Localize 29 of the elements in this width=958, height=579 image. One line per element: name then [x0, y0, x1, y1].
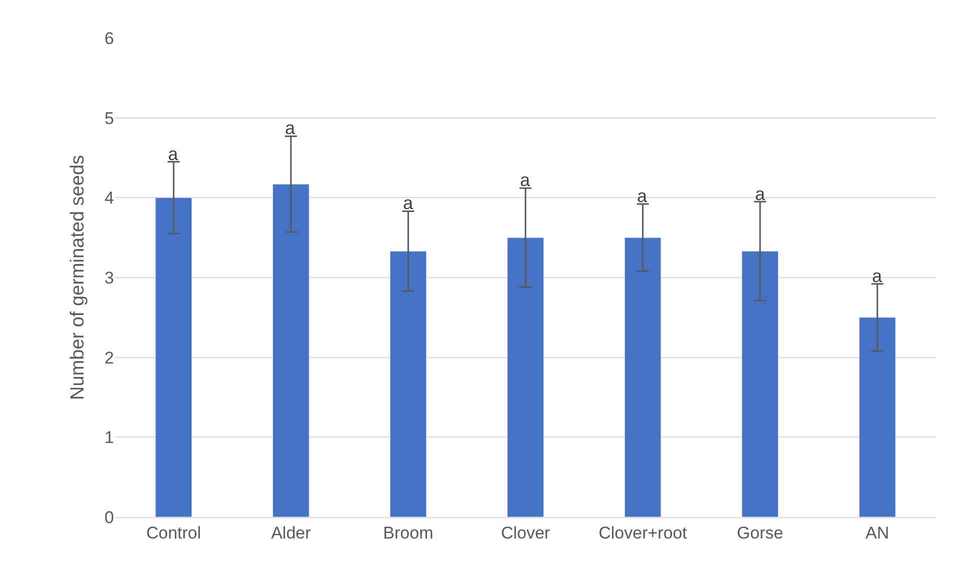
y-tick-label: 0 — [104, 508, 114, 527]
x-tick-label: Clover+root — [598, 524, 688, 543]
x-tick-label: Gorse — [736, 524, 784, 543]
y-tick-label: 1 — [104, 428, 114, 448]
y-axis-title: Number of germinated seeds — [67, 154, 88, 400]
bar — [155, 197, 192, 517]
x-tick-label: Clover — [500, 524, 550, 543]
bar — [390, 250, 427, 517]
annotation: a — [755, 184, 766, 204]
annotation: a — [285, 118, 296, 138]
x-tick-label: Alder — [271, 524, 312, 543]
annotation: a — [872, 266, 883, 286]
x-tick-label: AN — [866, 524, 890, 543]
annotation: a — [520, 170, 531, 190]
y-tick-label: 5 — [104, 108, 114, 128]
y-tick-label: 3 — [104, 268, 114, 288]
annotation: a — [637, 186, 648, 206]
bar — [858, 317, 896, 517]
x-tick-label: Control — [146, 524, 202, 543]
annotation: a — [168, 144, 179, 164]
bar — [507, 237, 544, 517]
y-tick-label: 6 — [104, 28, 114, 48]
bar — [624, 237, 662, 517]
annotation: a — [403, 193, 414, 213]
x-tick-label: Broom — [383, 524, 434, 543]
y-tick-label: 4 — [104, 188, 114, 208]
y-tick-label: 2 — [104, 348, 114, 368]
bar — [742, 250, 778, 517]
bar — [272, 184, 310, 517]
